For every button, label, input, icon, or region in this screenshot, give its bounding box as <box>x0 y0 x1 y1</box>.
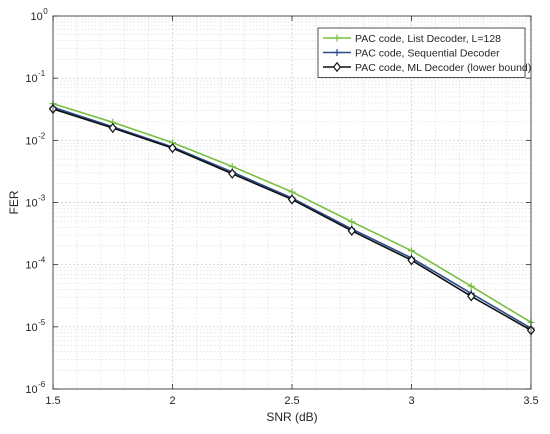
y-tick-exponent: -4 <box>38 256 46 265</box>
y-tick-label: 10 0 <box>31 7 49 23</box>
legend-entry: PAC code, List Decoder, L=128 <box>323 33 501 45</box>
y-tick-label: 10 -2 <box>25 131 45 147</box>
data-point <box>467 291 476 302</box>
x-tick-label: 2.5 <box>284 395 299 407</box>
y-tick-exponent: 0 <box>43 7 48 16</box>
data-point <box>287 194 297 205</box>
y-tick-base: 10 <box>25 322 37 334</box>
legend-entry: PAC code, ML Decoder (lower bound) <box>323 62 531 74</box>
y-tick-base: 10 <box>31 11 43 23</box>
legend-marker <box>332 61 342 73</box>
data-point <box>348 218 356 226</box>
legend-entry: PAC code, Sequential Decoder <box>323 47 500 59</box>
legend-marker <box>333 34 341 42</box>
data-point <box>347 225 356 237</box>
legend-label: PAC code, Sequential Decoder <box>355 47 500 59</box>
x-tick-label: 3.5 <box>523 395 538 407</box>
legend: PAC code, List Decoder, L=128 PAC code, S… <box>317 27 531 78</box>
y-tick-exponent: -1 <box>38 69 46 78</box>
data-point <box>228 168 237 179</box>
y-tick-base: 10 <box>25 260 37 272</box>
y-tick-exponent: -3 <box>38 194 46 203</box>
y-tick-label: 10 -1 <box>25 69 45 85</box>
data-point <box>108 122 117 134</box>
data-point <box>408 247 415 255</box>
y-axis-label: FER <box>7 190 21 214</box>
y-tick-exponent: -5 <box>38 318 46 327</box>
x-tick-label: 2 <box>169 395 175 407</box>
legend-marker <box>333 49 341 56</box>
data-point <box>407 255 416 266</box>
y-tick-label: 10 -6 <box>25 380 45 396</box>
ticks <box>52 15 532 390</box>
y-tick-exponent: -2 <box>38 131 46 140</box>
y-tick-exponent: -6 <box>38 380 46 389</box>
y-tick-base: 10 <box>25 73 37 85</box>
y-tick-label: 10 -4 <box>25 256 45 272</box>
x-tick-label: 1.5 <box>45 395 60 407</box>
series-3 <box>48 103 536 336</box>
x-axis-label: SNR (dB) <box>266 410 317 424</box>
data-point <box>467 282 475 290</box>
y-tick-label: 10 -3 <box>25 194 45 210</box>
x-tick-labels: 1.5 2 2.5 3 3.5 <box>45 395 538 407</box>
legend-label: PAC code, List Decoder, L=128 <box>355 33 501 45</box>
legend-label: PAC code, ML Decoder (lower bound) <box>355 62 531 74</box>
data-point <box>168 142 177 154</box>
data-point <box>288 188 296 196</box>
legend-box <box>317 27 526 78</box>
x-tick-label: 3 <box>408 395 414 407</box>
y-tick-base: 10 <box>25 135 37 147</box>
y-tick-label: 10 -5 <box>25 318 45 334</box>
series-layer <box>48 100 536 336</box>
y-tick-base: 10 <box>25 384 37 396</box>
y-tick-base: 10 <box>25 198 37 210</box>
